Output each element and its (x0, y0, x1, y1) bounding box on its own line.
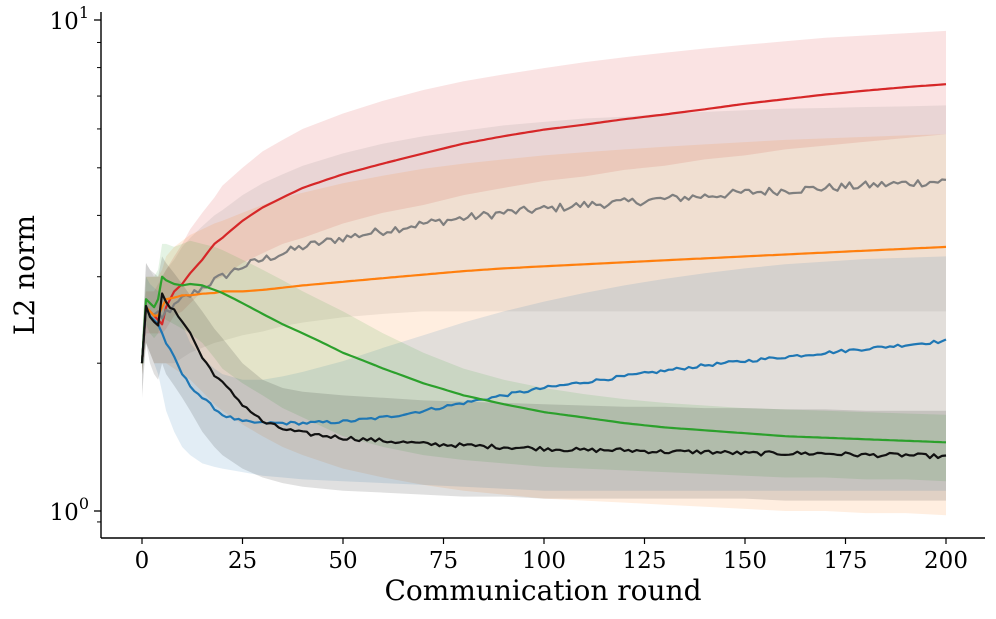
y-ticks: 100 101 (50, 3, 101, 526)
series-line-orange (140, 245, 947, 364)
series-line-red (140, 83, 947, 364)
band-red (142, 30, 946, 375)
y-axis-label: L2 norm (8, 215, 41, 335)
confidence-bands (142, 30, 946, 516)
y-tick-label: 100 (50, 494, 89, 526)
series-line-green (140, 275, 947, 444)
x-tick-label: 175 (824, 548, 868, 574)
series-line-blue (140, 305, 947, 426)
axes (100, 12, 985, 539)
series-lines (140, 83, 947, 460)
series-line-gray (140, 178, 947, 364)
x-axis-label: Communication round (384, 574, 701, 607)
series-line-black (140, 292, 947, 460)
x-tick-label: 25 (228, 548, 257, 574)
x-tick-label: 50 (328, 548, 357, 574)
y-tick-label: 101 (50, 3, 89, 35)
x-ticks: 0 25 50 75 100 125 150 175 200 (135, 538, 968, 574)
x-tick-label: 75 (429, 548, 458, 574)
x-tick-label: 125 (623, 548, 667, 574)
x-tick-label: 200 (924, 548, 968, 574)
band-gray (142, 105, 946, 392)
x-tick-label: 150 (723, 548, 767, 574)
x-tick-label: 100 (522, 548, 566, 574)
x-tick-label: 0 (135, 548, 150, 574)
